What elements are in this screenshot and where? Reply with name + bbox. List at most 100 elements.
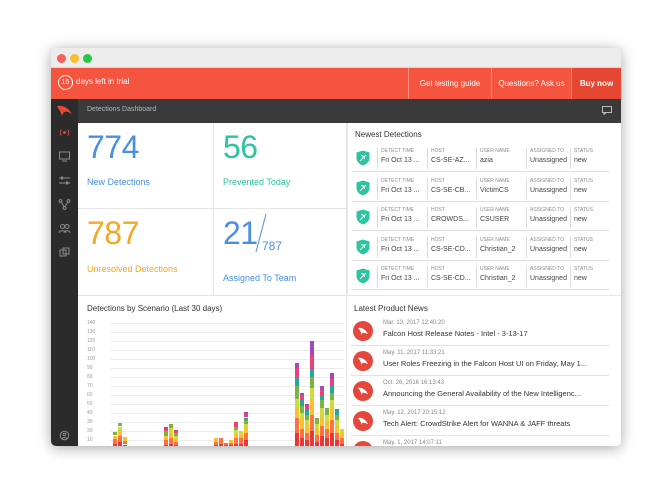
detection-column-header: USER NAME [480,148,510,154]
minimize-window-button[interactable] [70,54,79,63]
chart-gridline [111,341,344,342]
chart-bar-segment [335,414,340,421]
falcon-news-icon [353,411,373,431]
newest-detections-title: Newest Detections [355,130,422,139]
users-icon[interactable] [58,223,71,234]
detection-column-header: DETECT TIME [381,266,415,272]
detection-column-header: USER NAME [480,177,510,184]
chart-bar-segment [320,389,325,395]
buy-now-button[interactable]: Buy now [571,68,621,99]
chart-bar-segment [224,442,229,446]
chart-bar-segment [234,422,239,427]
chart-bar-segment [299,413,304,421]
chart-bar-segment [335,420,340,426]
assigned-to-team-tile[interactable]: 21 787 Assigned To Team [214,209,347,296]
detection-cell-value: new [574,275,587,282]
chat-icon[interactable] [602,106,612,115]
chart-bar-segment [299,420,304,430]
unresolved-detections-tile[interactable]: 787 Unresolved Detections [78,209,214,296]
chart-bar-segment [320,386,325,390]
detection-cell-value: Christian_2 [480,275,516,282]
page-header: Detections Dashboard [78,99,621,123]
chart-gridline [111,395,344,396]
news-date: May. 1, 2017 14:07:11 [383,440,442,446]
chart-bar-segment [123,437,128,441]
chart-bar-segment [330,420,335,433]
prevented-shield-icon [356,180,370,195]
chart-bar-segment [219,438,224,444]
prevented-today-tile[interactable]: 56 Prevented Today [214,123,347,209]
browser-window: 15 days left in trial Get testing guide … [51,48,621,446]
chart-bar-segment [304,405,309,410]
detection-cell-value: Fri Oct 13 ... [381,186,420,194]
prevented-today-label: Prevented Today [223,177,291,187]
detection-column-header: DETECT TIME [381,148,415,154]
detection-cell-value: Unassigned [530,186,567,194]
prevented-today-value: 56 [223,129,258,165]
y-axis-tick-label: 20 [87,428,93,434]
chart-bar-segment [309,355,315,370]
maximize-window-button[interactable] [83,54,92,63]
close-window-button[interactable] [57,54,66,63]
chart-gridline [111,431,344,432]
news-item[interactable]: May. 12, 2017 20:15:12 Tech Alert: CrowdS… [351,407,609,436]
news-date: Oct. 26, 2016 16:13:43 [383,380,445,386]
news-item[interactable]: May. 1, 2017 14:07:11 [351,437,609,446]
prevented-shield-icon [356,239,370,254]
chart-bar-segment [340,432,345,439]
radar-icon[interactable] [58,127,71,138]
sliders-icon[interactable] [58,175,71,186]
chart-bar-segment [173,432,178,437]
chart-bar-segment [229,445,234,446]
news-item[interactable]: May. 11, 2017 11:33:21 User Roles Freezin… [351,347,609,376]
new-detections-tile[interactable]: 774 New Detections [78,123,214,209]
chart-bar-segment [320,425,325,437]
help-icon[interactable] [58,430,71,441]
detection-row[interactable]: DETECT TIME Fri Oct 13 ... HOST CS-SE-CB...… [352,175,609,202]
detection-cell: HOST CS-SE-CD... [427,266,475,287]
detection-cell: USER NAME VictimCS [476,177,525,199]
unresolved-detections-label: Unresolved Detections [87,264,178,274]
chart-bar-segment [239,443,244,446]
network-icon[interactable] [58,199,71,210]
chart-bar-segment [244,417,249,421]
chart-bar-segment [173,441,178,446]
detection-row[interactable]: DETECT TIME Fri Oct 13 ... HOST CS-SE-CD...… [352,263,609,290]
chart-bar-segment [294,377,299,386]
news-item[interactable]: Oct. 26, 2016 16:13:43 Announcing the Gen… [351,377,609,406]
news-title[interactable]: Tech Alert: CrowdStrike Alert for WANNA … [383,419,571,428]
chart-bar-segment [123,440,128,445]
chart-bar-segment [340,443,345,446]
ask-us-link[interactable]: Questions? Ask us [491,68,571,99]
news-title[interactable]: User Roles Freezing in the Falcon Host U… [383,359,588,368]
detection-column-header: ASSIGNED TO [530,236,564,243]
detection-cell: DETECT TIME Fri Oct 13 ... [377,266,425,287]
chart-bar-segment [315,423,320,430]
detection-cell: STATUS new [570,177,606,199]
monitor-icon[interactable] [58,151,71,162]
detection-cell: HOST CS-SE-AZ... [427,148,475,169]
testing-guide-link[interactable]: Get testing guide [408,68,491,99]
y-axis-tick-label: 10 [87,437,93,443]
chart-gridline [111,440,344,441]
detection-cell-value: azia [480,157,493,164]
chart-bar-segment [330,409,335,421]
detection-row[interactable]: DETECT TIME Fri Oct 13 ... HOST CS-SE-AZ...… [352,145,609,172]
chart-bar-segment [309,341,315,356]
news-date: May. 12, 2017 20:15:12 [383,410,446,416]
news-title[interactable]: Announcing the General Availability of t… [383,389,581,398]
chart-bar-segment [294,418,299,433]
news-date: Mar. 13, 2017 12:40:20 [383,320,445,326]
layers-icon[interactable] [58,247,71,258]
detection-row[interactable]: DETECT TIME Fri Oct 13 ... HOST CS-SE-CD...… [352,234,609,261]
news-item[interactable]: Mar. 13, 2017 12:40:20 Falcon Host Releas… [351,317,609,346]
chart-bar-segment [244,440,249,446]
window-titlebar [51,48,621,68]
detection-row[interactable]: DETECT TIME Fri Oct 13 ... HOST CROWDS... US… [352,204,609,231]
chart-bar-segment [294,432,299,446]
detection-cell: HOST CS-SE-CB... [427,177,475,199]
chart-bar-segment [325,422,330,430]
product-news-panel: Latest Product News Mar. 13, 2017 12:40:… [347,296,621,446]
news-title[interactable]: Falcon Host Release Notes - Intel - 3-13… [383,329,528,338]
chart-bar-segment [335,432,340,440]
